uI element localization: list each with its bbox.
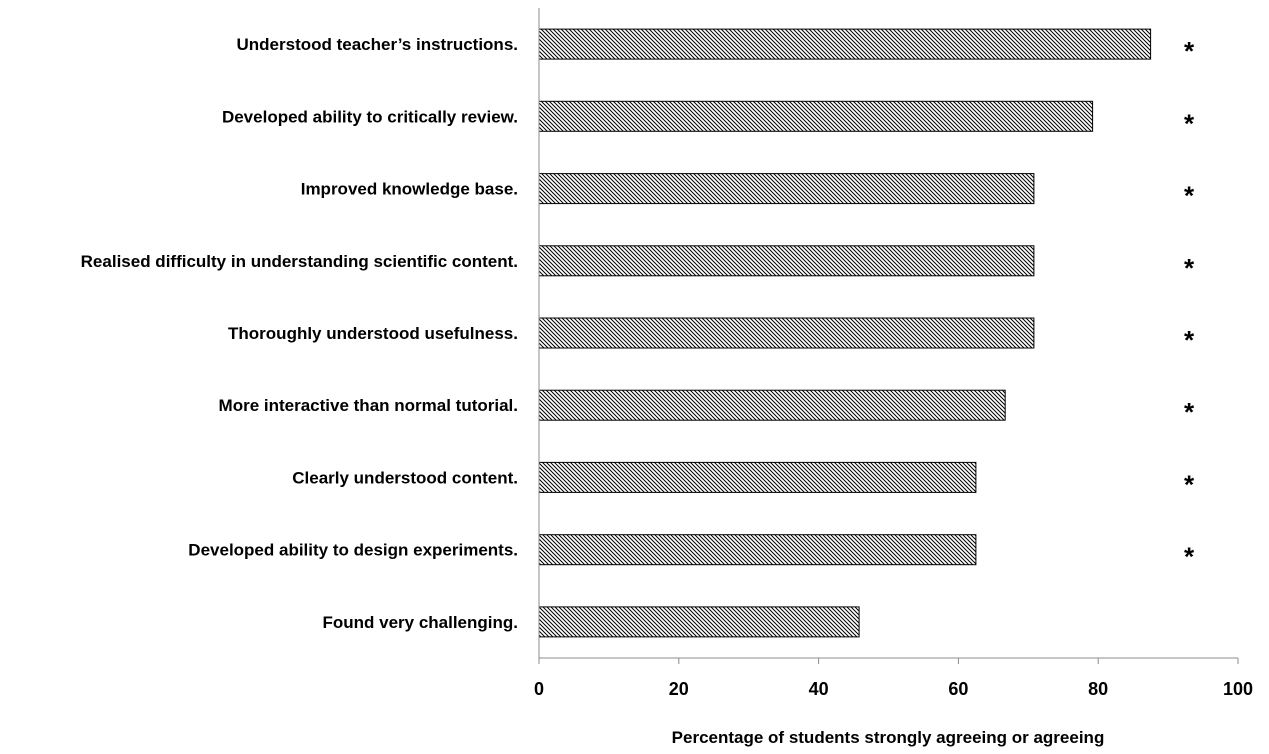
category-label: Understood teacher’s instructions. <box>237 35 519 54</box>
significance-markers: * * * * * * * * <box>1184 36 1195 572</box>
category-labels: Understood teacher’s instructions. Develo… <box>81 35 518 632</box>
bar <box>538 173 1035 205</box>
bar <box>538 461 977 493</box>
bars-layer <box>538 28 1152 638</box>
significance-asterisk: * <box>1184 542 1195 572</box>
category-label: Found very challenging. <box>322 613 518 632</box>
bar <box>538 606 860 638</box>
x-tick-label: 20 <box>669 679 689 699</box>
category-label: More interactive than normal tutorial. <box>219 396 518 415</box>
significance-asterisk: * <box>1184 253 1195 283</box>
x-tick-label: 40 <box>809 679 829 699</box>
bar <box>538 100 1094 132</box>
bar <box>538 389 1006 421</box>
category-label: Realised difficulty in understanding sci… <box>81 252 518 271</box>
category-label: Developed ability to design experiments. <box>188 541 518 560</box>
significance-asterisk: * <box>1184 397 1195 427</box>
significance-asterisk: * <box>1184 469 1195 499</box>
bar <box>538 245 1035 277</box>
category-label: Thoroughly understood usefulness. <box>228 324 518 343</box>
significance-asterisk: * <box>1184 325 1195 355</box>
x-tick-label: 0 <box>534 679 544 699</box>
category-label: Clearly understood content. <box>292 468 518 487</box>
x-axis-title: Percentage of students strongly agreeing… <box>672 728 1105 747</box>
significance-asterisk: * <box>1184 36 1195 66</box>
x-tick-label: 80 <box>1088 679 1108 699</box>
x-tick-label: 60 <box>948 679 968 699</box>
bar <box>538 534 977 566</box>
significance-asterisk: * <box>1184 181 1195 211</box>
category-label: Developed ability to critically review. <box>222 107 518 126</box>
bar <box>538 28 1152 60</box>
significance-asterisk: * <box>1184 108 1195 138</box>
axes: 0 20 40 60 80 100 <box>534 8 1253 699</box>
x-tick-label: 100 <box>1223 679 1253 699</box>
category-label: Improved knowledge base. <box>301 180 518 199</box>
bar <box>538 317 1035 349</box>
